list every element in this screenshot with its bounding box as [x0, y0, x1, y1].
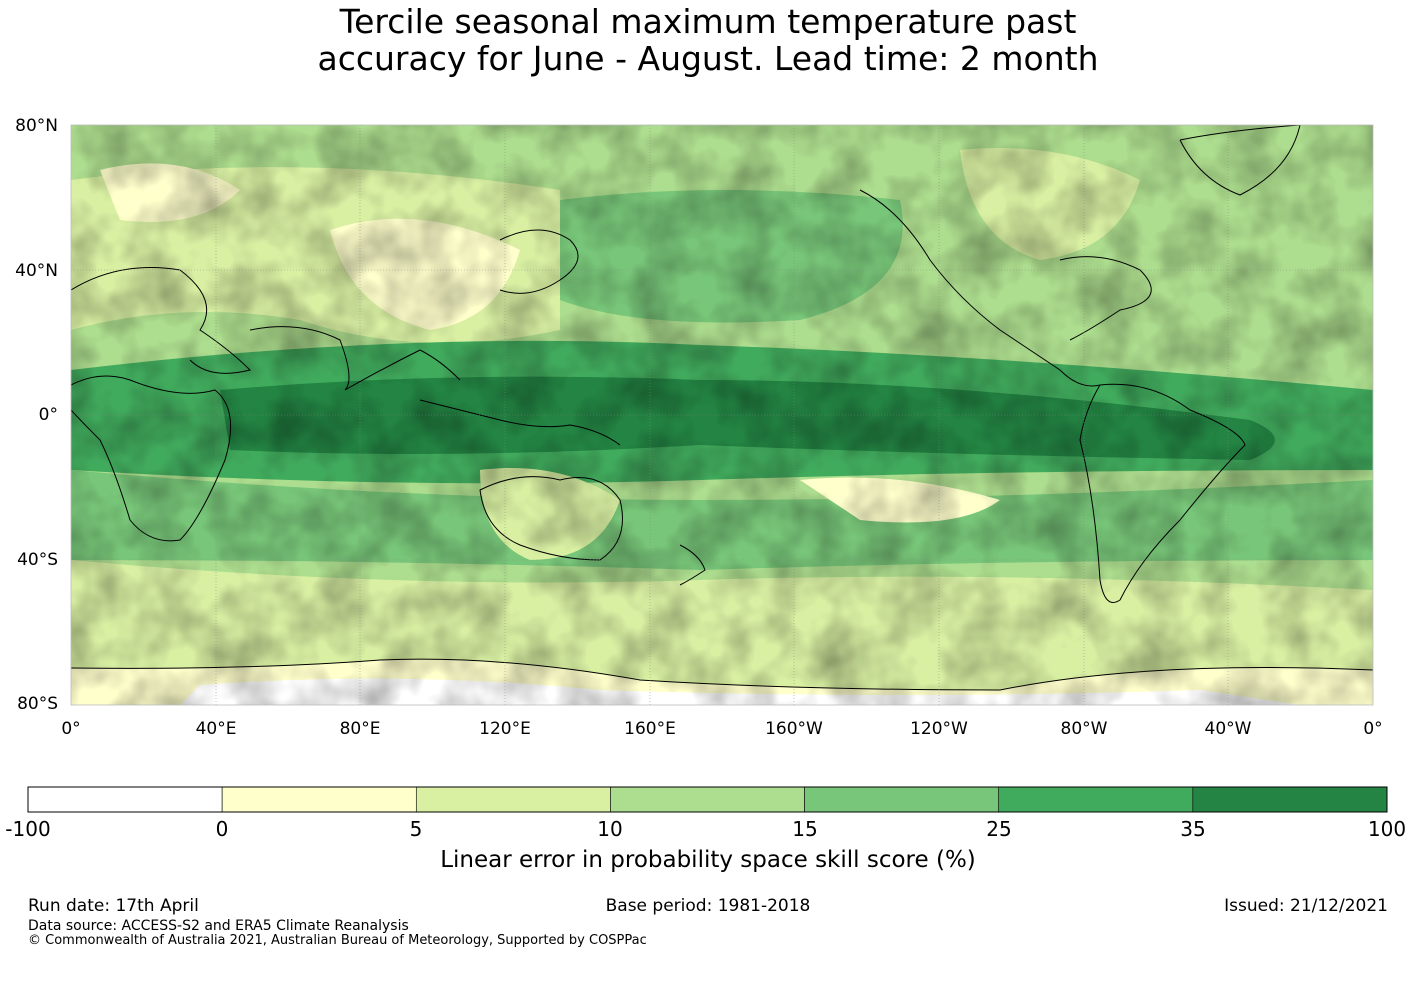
colorbar-frame — [27, 786, 1388, 813]
coastline-north-africa — [71, 267, 251, 374]
lat-label-80n: 80°N — [15, 116, 58, 136]
run-date: Run date: 17th April — [28, 896, 199, 916]
lat-label-80s: 80°S — [17, 694, 58, 714]
map-gridlines — [71, 125, 1373, 705]
colorbar-tick: 15 — [792, 817, 818, 841]
lon-label-40e: 40°E — [195, 719, 237, 739]
coastline-south-america — [1079, 383, 1246, 603]
lon-label-80e: 80°E — [339, 719, 381, 739]
colorbar-tick: 100 — [1367, 817, 1407, 841]
lon-label-160e: 160°E — [624, 719, 676, 739]
lon-label-160w: 160°W — [765, 719, 823, 739]
coastline-australia — [479, 476, 623, 561]
colorbar-tick: 5 — [409, 817, 423, 841]
coastline-indonesia — [419, 399, 621, 446]
colorbar-segment — [804, 786, 1000, 813]
figure-title-line-1: Tercile seasonal maximum temperature pas… — [339, 2, 1077, 41]
copyright-notice: © Commonwealth of Australia 2021, Austra… — [28, 933, 647, 948]
coastline-new-zealand — [679, 544, 706, 586]
lat-label-40n: 40°N — [15, 261, 58, 281]
colorbar-tick: 0 — [215, 817, 229, 841]
colorbar-segment — [610, 786, 805, 813]
coastline-north-america-east — [1059, 256, 1152, 341]
lat-label-40s: 40°S — [17, 550, 58, 570]
coastline-east-asia — [499, 229, 579, 294]
colorbar-segment — [998, 786, 1194, 813]
lon-label-0: 0° — [61, 719, 81, 739]
issued-date: Issued: 21/12/2021 — [1224, 896, 1388, 916]
colorbar — [27, 786, 1388, 813]
colorbar-tick: -100 — [5, 817, 51, 841]
colorbar-segment — [27, 786, 223, 813]
colorbar-title: Linear error in probability space skill … — [440, 847, 976, 873]
colorbar-segment — [221, 786, 417, 813]
colorbar-tick: 35 — [1180, 817, 1206, 841]
lon-label-40w: 40°W — [1204, 719, 1252, 739]
coastline-north-america-west — [859, 189, 1101, 387]
lon-label-360: 0° — [1363, 719, 1383, 739]
map-frame — [70, 124, 1374, 706]
colorbar-tick: 25 — [986, 817, 1012, 841]
colorbar-segment — [1192, 786, 1388, 813]
data-source: Data source: ACCESS-S2 and ERA5 Climate … — [28, 918, 409, 934]
coastlines — [71, 125, 1373, 691]
lon-label-80w: 80°W — [1060, 719, 1108, 739]
lat-label-equator: 0° — [38, 405, 58, 425]
lon-label-120e: 120°E — [479, 719, 531, 739]
colorbar-tick: 10 — [597, 817, 623, 841]
lon-label-120w: 120°W — [910, 719, 968, 739]
base-period: Base period: 1981-2018 — [605, 896, 811, 916]
coastline-africa — [71, 375, 232, 542]
skill-field — [71, 125, 1373, 705]
figure-title-line-2: accuracy for June - August. Lead time: 2… — [317, 39, 1099, 78]
coastline-antarctica — [71, 658, 1373, 691]
colorbar-segment — [415, 786, 611, 813]
coastline-south-asia — [249, 326, 461, 391]
coastline-greenland — [1179, 125, 1301, 196]
